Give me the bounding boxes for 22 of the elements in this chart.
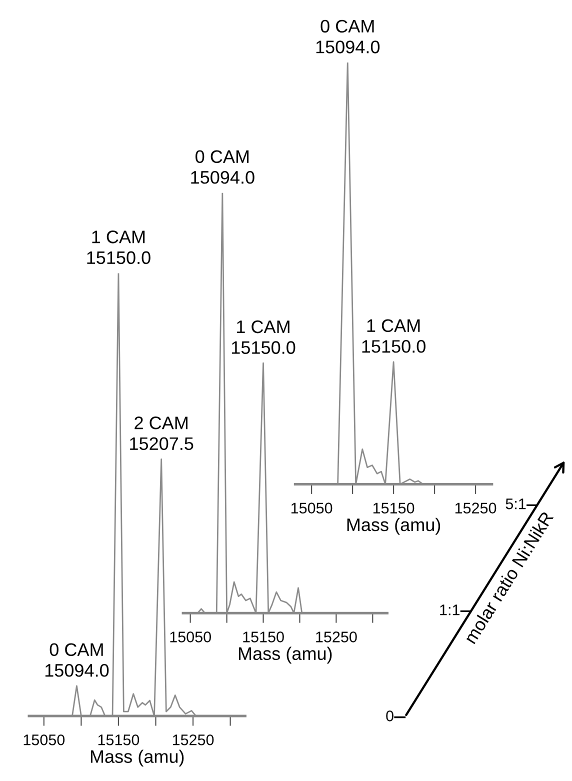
- text: 1:1: [440, 604, 460, 616]
- annotation: 1 CAM 15150.0: [362, 319, 426, 353]
- annotation: 1 CAM 15150.0: [87, 230, 150, 264]
- x-tick-label: 15250: [316, 632, 357, 642]
- annotation: 1 CAM 15150.0: [232, 320, 296, 354]
- x-tick-label: 15150: [243, 632, 284, 642]
- x-axis-title: Mass (amu): [347, 518, 440, 535]
- text: 5:1: [506, 498, 526, 510]
- x-tick-label: 15250: [172, 734, 214, 746]
- annotation: 0 CAM 15094.0: [191, 150, 254, 184]
- x-tick-label: 15150: [98, 734, 140, 746]
- x-tick-label: 15250: [455, 502, 496, 514]
- x-tick-label: 15150: [373, 502, 414, 514]
- x-tick-label: 15050: [170, 632, 211, 642]
- annotation: 0 CAM 15094.0: [316, 20, 380, 54]
- text: 0: [386, 710, 394, 722]
- x-axis-title: Mass (amu): [90, 750, 184, 767]
- annotation: 2 CAM 15207.5: [130, 416, 194, 450]
- annotation: 0 CAM 15094.0: [45, 643, 109, 677]
- x-axis-title: Mass (amu): [238, 646, 332, 664]
- x-tick-label: 15050: [24, 734, 65, 746]
- x-tick-label: 15050: [291, 502, 332, 514]
